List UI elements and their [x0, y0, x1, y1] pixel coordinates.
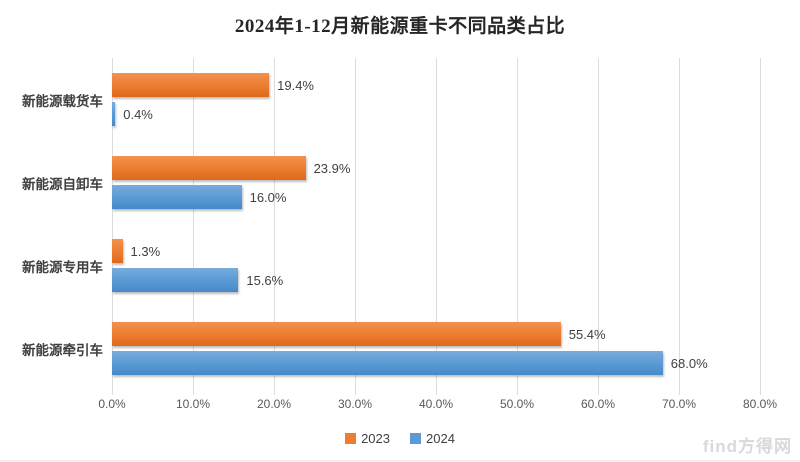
x-axis: 0.0% 10.0% 20.0% 30.0% 40.0% 50.0% 60.0% 70.0% 8…: [98, 397, 777, 419]
category-label-2: 新能源专用车: [22, 259, 103, 275]
bar-line: 16.0%: [112, 185, 760, 209]
data-label: 16.0%: [249, 189, 287, 205]
plot-area: 新能源载货车 新能源自卸车 新能源专用车 新能源牵引车 19.4% 0.4% 23.9% 1…: [0, 58, 800, 395]
legend: 2023 2024: [0, 431, 800, 446]
data-label: 68.0%: [670, 355, 708, 371]
bar-line: 68.0%: [112, 351, 760, 375]
legend-swatch-2023: [345, 433, 357, 444]
x-axis-tick-label: 30.0%: [337, 397, 373, 411]
watermark-logo: find方得网: [702, 437, 792, 456]
data-label: 23.9%: [313, 160, 351, 176]
data-label: 15.6%: [246, 272, 284, 288]
x-axis-tick-label: 80.0%: [742, 397, 778, 411]
bar-line: 1.3%: [112, 239, 760, 263]
x-axis-tick-label: 20.0%: [256, 397, 292, 411]
data-label: 55.4%: [568, 326, 606, 342]
x-axis-tick-label: 50.0%: [499, 397, 535, 411]
category-group-1: 23.9% 16.0%: [112, 141, 760, 224]
bar-2023: [112, 156, 306, 180]
x-axis-tick-label: 70.0%: [661, 397, 697, 411]
chart-title: 2024年1-12月新能源重卡不同品类占比: [234, 16, 566, 37]
y-axis-labels: 新能源载货车 新能源自卸车 新能源专用车 新能源牵引车: [0, 58, 112, 390]
bar-line: 0.4%: [112, 102, 760, 126]
data-label: 1.3%: [130, 243, 161, 259]
bar-2023: [112, 239, 123, 263]
x-axis-tick-label: 40.0%: [418, 397, 454, 411]
bar-2023: [112, 322, 561, 346]
data-label: 19.4%: [277, 77, 314, 93]
category-group-3: 55.4% 68.0%: [112, 307, 760, 390]
category-group-2: 1.3% 15.6%: [112, 224, 760, 307]
bar-line: 15.6%: [112, 268, 760, 292]
x-axis-tick-label: 0.0%: [98, 397, 126, 411]
legend-label-2023: 2023: [361, 431, 390, 446]
data-label: 0.4%: [123, 106, 153, 122]
x-axis-tick-label: 60.0%: [580, 397, 616, 411]
bar-2024: [112, 185, 242, 209]
legend-entry-2023: 2023: [345, 431, 390, 446]
plot-grid: 19.4% 0.4% 23.9% 16.0% 1.3% 15.6% 55.4% 68.0%: [112, 58, 761, 395]
bar-2024: [112, 351, 663, 375]
bar-line: 55.4%: [112, 322, 760, 346]
bar-2024: [112, 268, 239, 292]
gridline: [760, 58, 761, 395]
category-label-3: 新能源牵引车: [22, 342, 103, 358]
legend-label-2024: 2024: [426, 431, 455, 446]
bar-line: 23.9%: [112, 156, 760, 180]
category-group-0: 19.4% 0.4%: [112, 58, 760, 141]
x-axis-tick-label: 10.0%: [175, 397, 211, 411]
bar-rows: 19.4% 0.4% 23.9% 16.0% 1.3% 15.6% 55.4% 68.0%: [112, 58, 760, 390]
category-label-1: 新能源自卸车: [22, 176, 103, 192]
legend-entry-2024: 2024: [410, 431, 455, 446]
bar-2024: [112, 102, 116, 126]
bar-2023: [112, 73, 270, 97]
legend-swatch-2024: [410, 433, 421, 444]
category-label-0: 新能源载货车: [22, 93, 103, 109]
bar-line: 19.4%: [112, 73, 760, 97]
